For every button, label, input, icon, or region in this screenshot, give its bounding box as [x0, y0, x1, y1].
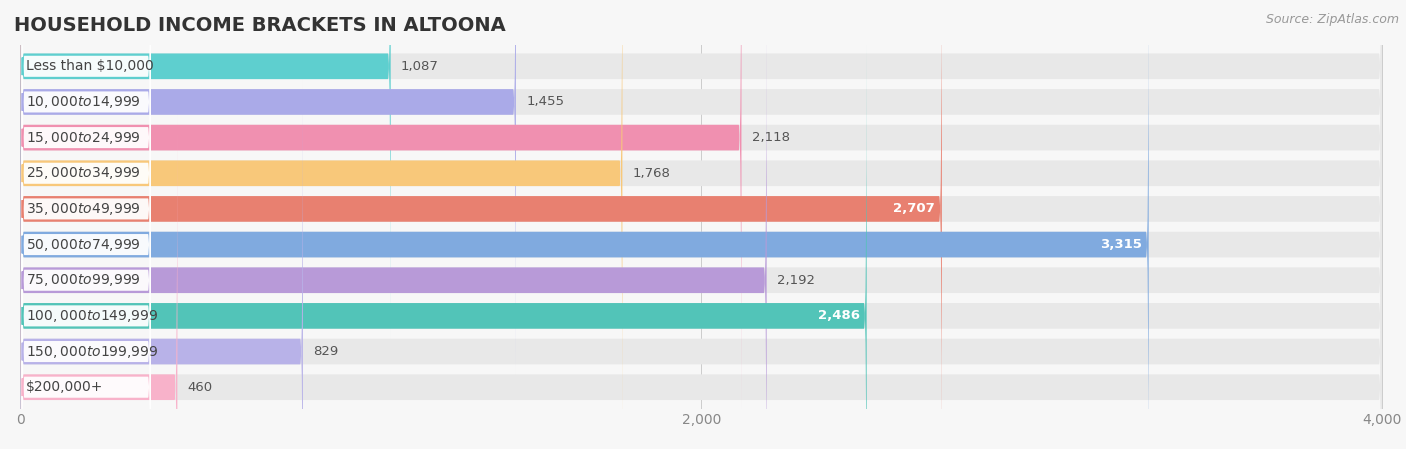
FancyBboxPatch shape — [21, 79, 1382, 449]
FancyBboxPatch shape — [21, 0, 1149, 449]
Text: 2,192: 2,192 — [778, 274, 815, 287]
Text: $50,000 to $74,999: $50,000 to $74,999 — [25, 237, 141, 253]
Text: $200,000+: $200,000+ — [25, 380, 103, 394]
FancyBboxPatch shape — [21, 44, 866, 449]
FancyBboxPatch shape — [21, 0, 150, 377]
Text: 2,707: 2,707 — [893, 202, 935, 216]
FancyBboxPatch shape — [21, 115, 177, 449]
Text: $100,000 to $149,999: $100,000 to $149,999 — [25, 308, 159, 324]
FancyBboxPatch shape — [21, 0, 623, 446]
FancyBboxPatch shape — [21, 0, 516, 374]
FancyBboxPatch shape — [21, 8, 1382, 449]
Text: 1,455: 1,455 — [526, 96, 564, 109]
FancyBboxPatch shape — [21, 5, 150, 449]
Text: $25,000 to $34,999: $25,000 to $34,999 — [25, 165, 141, 181]
Text: HOUSEHOLD INCOME BRACKETS IN ALTOONA: HOUSEHOLD INCOME BRACKETS IN ALTOONA — [14, 16, 506, 35]
FancyBboxPatch shape — [21, 0, 150, 341]
Text: 1,087: 1,087 — [401, 60, 439, 73]
Text: 829: 829 — [314, 345, 339, 358]
Text: Source: ZipAtlas.com: Source: ZipAtlas.com — [1265, 13, 1399, 26]
FancyBboxPatch shape — [21, 0, 391, 339]
FancyBboxPatch shape — [21, 0, 1382, 449]
Text: Less than $10,000: Less than $10,000 — [25, 59, 153, 73]
FancyBboxPatch shape — [21, 0, 150, 412]
FancyBboxPatch shape — [21, 0, 150, 449]
Text: 1,768: 1,768 — [633, 167, 671, 180]
FancyBboxPatch shape — [21, 0, 150, 449]
FancyBboxPatch shape — [21, 0, 1382, 410]
Text: $75,000 to $99,999: $75,000 to $99,999 — [25, 272, 141, 288]
FancyBboxPatch shape — [21, 0, 942, 449]
FancyBboxPatch shape — [21, 0, 1382, 449]
FancyBboxPatch shape — [21, 0, 1382, 446]
Text: $10,000 to $14,999: $10,000 to $14,999 — [25, 94, 141, 110]
Text: $15,000 to $24,999: $15,000 to $24,999 — [25, 130, 141, 145]
Text: 2,118: 2,118 — [752, 131, 790, 144]
Text: 460: 460 — [187, 381, 212, 394]
FancyBboxPatch shape — [21, 0, 150, 448]
Text: 3,315: 3,315 — [1099, 238, 1142, 251]
Text: 2,486: 2,486 — [818, 309, 860, 322]
FancyBboxPatch shape — [21, 0, 1382, 374]
FancyBboxPatch shape — [21, 8, 766, 449]
FancyBboxPatch shape — [21, 115, 1382, 449]
Text: $150,000 to $199,999: $150,000 to $199,999 — [25, 343, 159, 360]
FancyBboxPatch shape — [21, 79, 302, 449]
FancyBboxPatch shape — [21, 41, 150, 449]
Text: $35,000 to $49,999: $35,000 to $49,999 — [25, 201, 141, 217]
FancyBboxPatch shape — [21, 44, 1382, 449]
FancyBboxPatch shape — [21, 0, 741, 410]
FancyBboxPatch shape — [21, 77, 150, 449]
FancyBboxPatch shape — [21, 0, 1382, 339]
FancyBboxPatch shape — [21, 113, 150, 449]
